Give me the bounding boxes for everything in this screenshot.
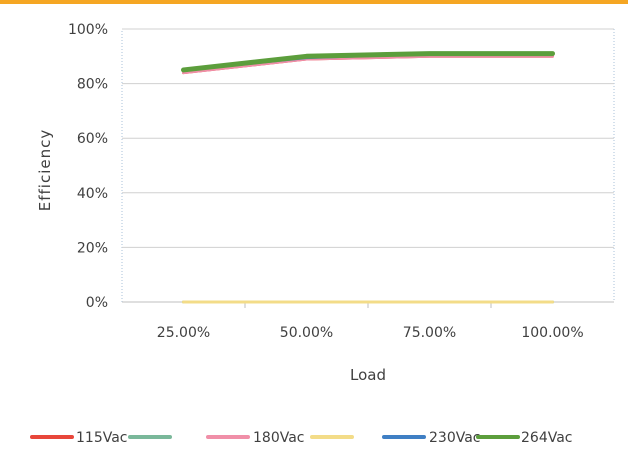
legend-label: 115Vac	[76, 430, 128, 446]
y-tick-label: 100%	[68, 22, 108, 38]
legend-label: 180Vac	[253, 430, 305, 446]
top-accent-bar	[0, 0, 628, 4]
legend: 115Vac 180Vac 230Vac 264Vac	[30, 430, 573, 446]
axis-ticks: 0% 20% 40% 60% 80% 100% 25.00% 50.00% 75.00% 100.…	[68, 22, 584, 341]
legend-label: 264Vac	[521, 430, 573, 446]
y-axis-title: Efficiency	[36, 129, 54, 211]
legend-label: 230Vac	[429, 430, 481, 446]
series-line	[181, 51, 555, 73]
y-tick-label: 20%	[77, 240, 108, 256]
y-tick-label: 60%	[77, 131, 108, 147]
series-lines	[181, 51, 555, 304]
y-tick-label: 80%	[77, 77, 108, 93]
x-tick-label: 75.00%	[403, 325, 456, 341]
series-line	[182, 54, 554, 75]
y-tick-label: 0%	[86, 295, 108, 311]
x-tick-label: 100.00%	[521, 325, 583, 341]
x-tick-label: 25.00%	[157, 325, 210, 341]
x-axis-title: Load	[350, 366, 386, 384]
y-tick-label: 40%	[77, 186, 108, 202]
x-tick-label: 50.00%	[280, 325, 333, 341]
